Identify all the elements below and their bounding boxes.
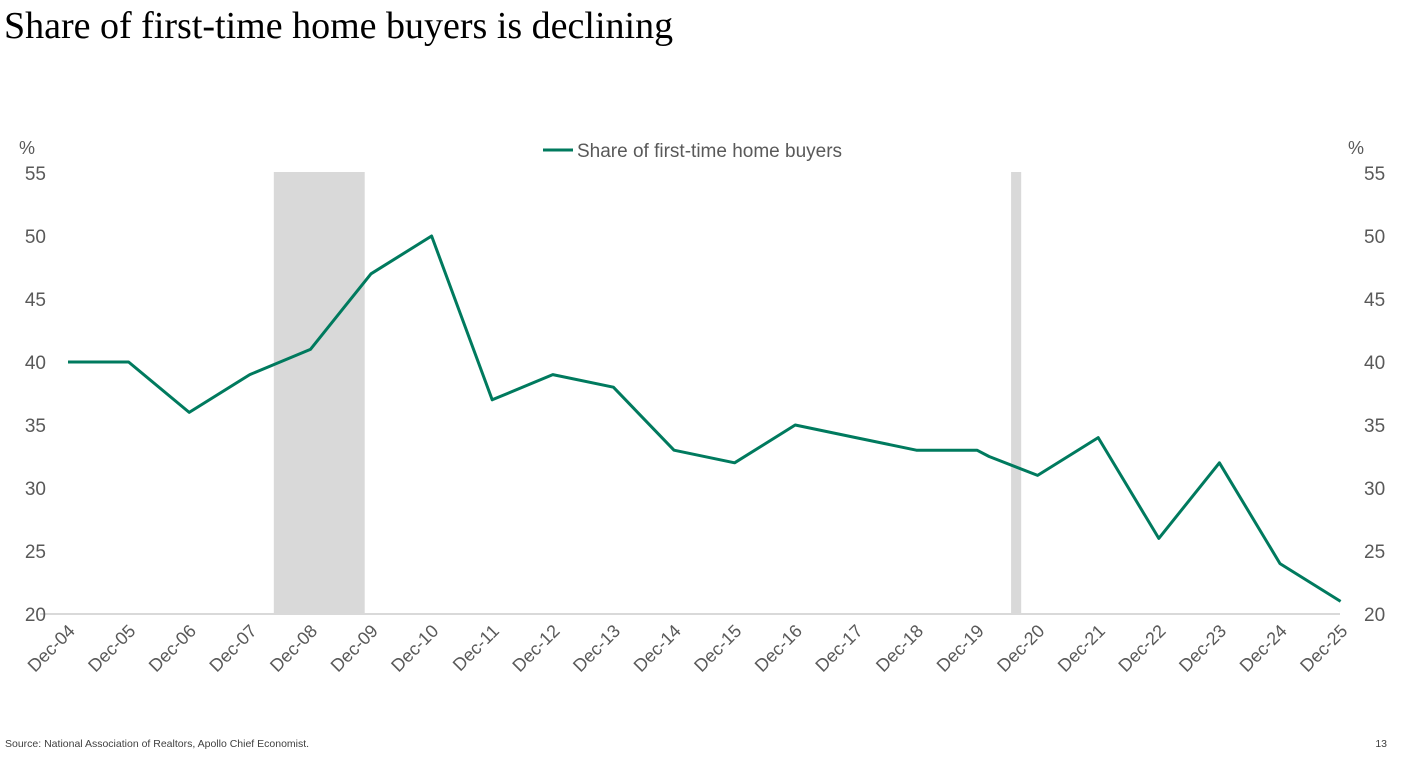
y-tick-right: 40 (1364, 353, 1385, 374)
page-number: 13 (1375, 738, 1387, 750)
x-tick-label: Dec-20 (993, 621, 1048, 676)
y-tick-left: 20 (25, 605, 46, 626)
x-tick-label: Dec-13 (569, 621, 624, 676)
recession-bar-2 (1011, 172, 1022, 614)
y-tick-right: 20 (1364, 605, 1385, 626)
x-tick-label: Dec-07 (205, 621, 260, 676)
y-axis-right-unit: % (1348, 138, 1364, 158)
page-title: Share of first-time home buyers is decli… (4, 5, 674, 47)
legend-label: Share of first-time home buyers (577, 141, 842, 162)
recession-bar-1 (273, 172, 365, 614)
x-tick-label: Dec-16 (751, 621, 806, 676)
x-tick-label: Dec-19 (933, 621, 988, 676)
y-tick-right: 45 (1364, 290, 1385, 311)
series-line-1 (68, 234, 1342, 603)
y-axis-left: 20 25 30 35 40 45 50 55 (25, 164, 46, 626)
series-line-layer (68, 234, 1342, 603)
x-axis: Dec-04 Dec-05 Dec-06 Dec-07 Dec-08 Dec-09 Dec-… (24, 621, 1352, 676)
line-chart: 20 25 30 35 40 45 50 55 20 25 30 35 40 45 50 55 Dec-04… (19, 138, 1385, 676)
x-tick-label: Dec-25 (1296, 621, 1351, 676)
x-tick-label: Dec-24 (1236, 621, 1291, 676)
y-tick-left: 35 (25, 416, 46, 437)
y-axis-right: 20 25 30 35 40 45 50 55 (1364, 164, 1385, 626)
y-tick-right: 55 (1364, 164, 1385, 185)
legend: Share of first-time home buyers (543, 141, 842, 162)
x-tick-label: Dec-08 (266, 621, 321, 676)
y-tick-right: 35 (1364, 416, 1385, 437)
x-tick-label: Dec-18 (872, 621, 927, 676)
source-note: Source: National Association of Realtors… (5, 738, 310, 750)
x-tick-label: Dec-09 (327, 621, 382, 676)
y-tick-right: 25 (1364, 542, 1385, 563)
x-tick-label: Dec-06 (145, 621, 200, 676)
y-tick-right: 30 (1364, 479, 1385, 500)
x-tick-label: Dec-17 (811, 621, 866, 676)
y-tick-left: 30 (25, 479, 46, 500)
x-tick-label: Dec-14 (630, 621, 685, 676)
y-tick-left: 50 (25, 227, 46, 248)
y-tick-left: 55 (25, 164, 46, 185)
y-tick-right: 50 (1364, 227, 1385, 248)
y-tick-left: 25 (25, 542, 46, 563)
x-tick-label: Dec-15 (690, 621, 745, 676)
recession-shading (273, 172, 1022, 614)
x-tick-label: Dec-23 (1175, 621, 1230, 676)
x-tick-label: Dec-21 (1054, 621, 1109, 676)
x-tick-label: Dec-11 (449, 621, 503, 675)
x-tick-label: Dec-04 (24, 621, 79, 676)
x-tick-label: Dec-05 (84, 621, 139, 676)
x-tick-label: Dec-10 (387, 621, 442, 676)
y-tick-left: 45 (25, 290, 46, 311)
x-tick-label: Dec-12 (508, 621, 563, 676)
x-tick-label: Dec-22 (1114, 621, 1169, 676)
y-axis-left-unit: % (19, 138, 35, 158)
y-tick-left: 40 (25, 353, 46, 374)
